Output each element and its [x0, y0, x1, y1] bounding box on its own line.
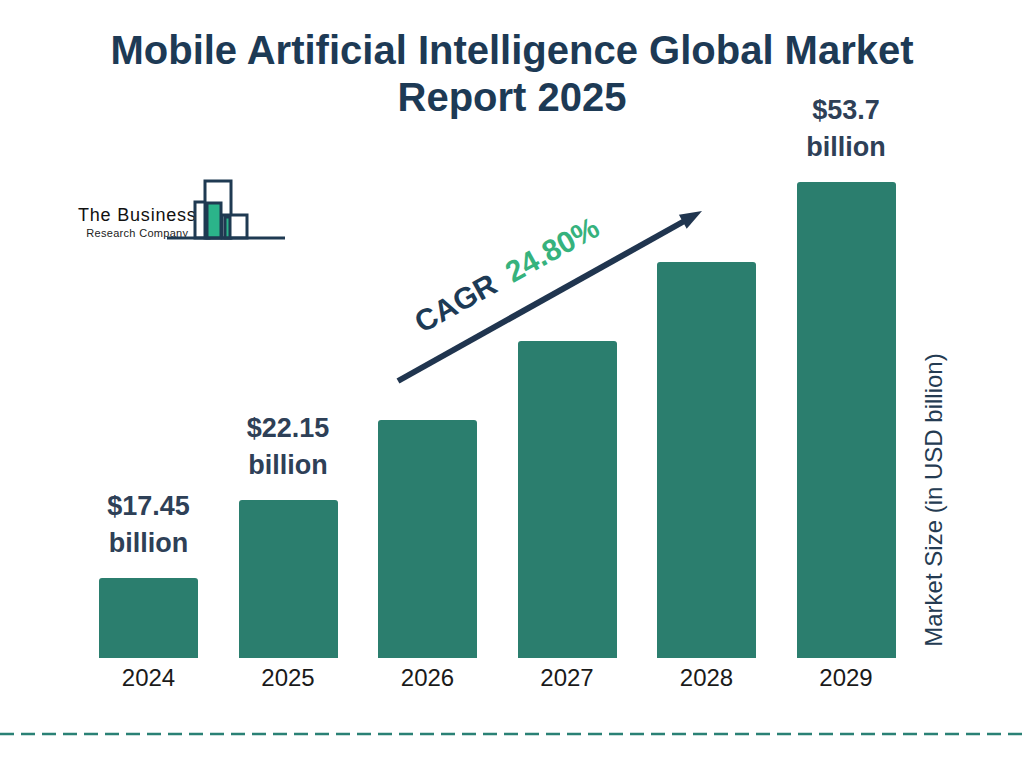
y-axis-label: Market Size (in USD billion)	[920, 340, 950, 660]
bar-2026	[378, 420, 477, 658]
cagr-annotation: CAGR 24.80%	[398, 204, 616, 345]
year-label-2028: 2028	[637, 664, 777, 692]
year-label-2029: 2029	[776, 664, 916, 692]
bar-2027	[518, 341, 617, 658]
bar-2028	[657, 262, 756, 658]
bar-2025	[239, 500, 338, 658]
year-label-2025: 2025	[218, 664, 358, 692]
value-label-2029: $53.7billion	[766, 92, 926, 166]
bar-2029	[797, 182, 896, 658]
logo-bars-icon	[165, 176, 290, 244]
company-logo: The Business Research Company	[70, 176, 290, 246]
bar-2024	[99, 578, 198, 658]
value-label-2024: $17.45billion	[69, 488, 229, 562]
year-label-2027: 2027	[497, 664, 637, 692]
year-label-2026: 2026	[358, 664, 498, 692]
value-label-2025: $22.15billion	[208, 410, 368, 484]
cagr-arrowhead	[679, 211, 702, 229]
year-label-2024: 2024	[79, 664, 219, 692]
chart-title-line1: Mobile Artificial Intelligence Global Ma…	[0, 27, 1024, 74]
cagr-label: CAGR	[409, 267, 502, 339]
cagr-value: 24.80%	[500, 210, 605, 288]
